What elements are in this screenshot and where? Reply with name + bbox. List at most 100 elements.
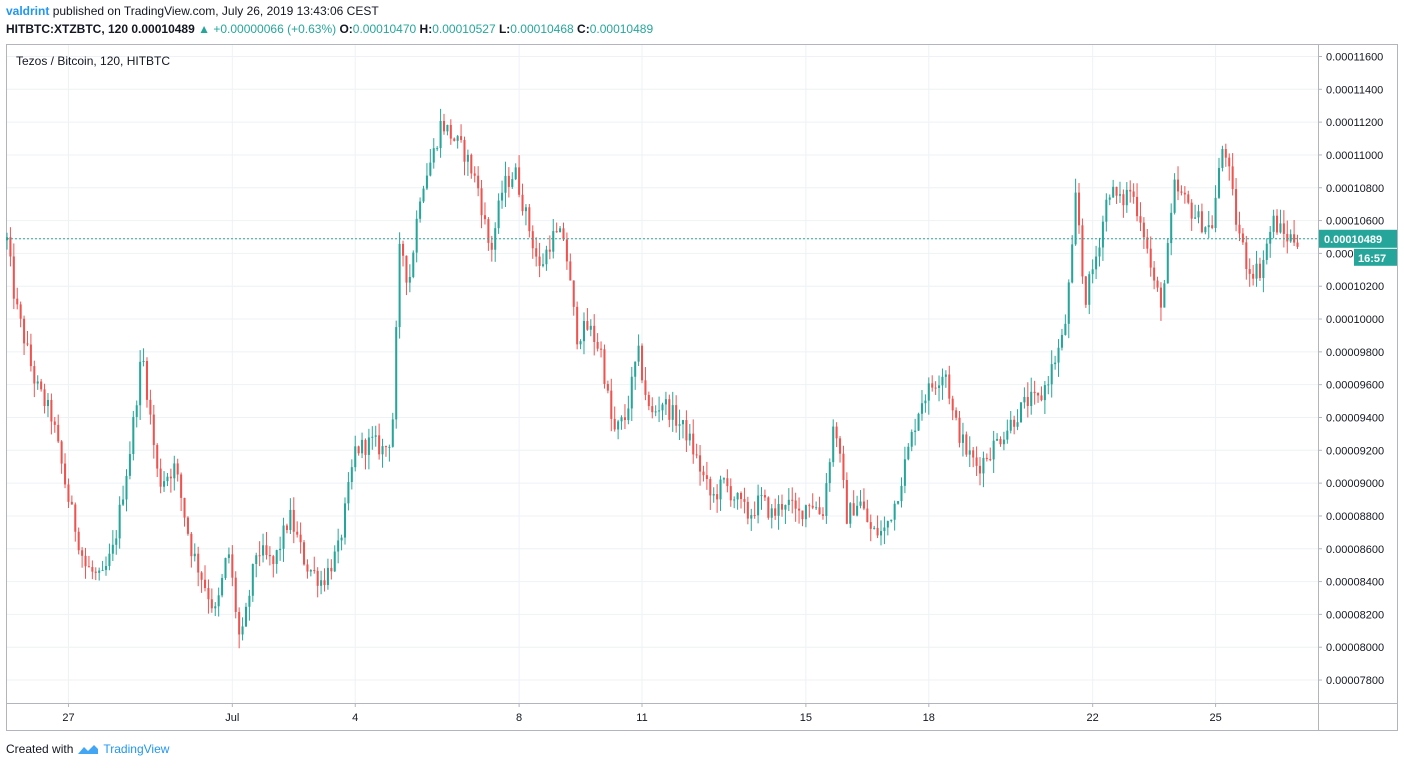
candle-body bbox=[1166, 243, 1169, 284]
author-name[interactable]: valdrint bbox=[6, 4, 50, 18]
candle-body bbox=[337, 540, 340, 552]
footer: Created with TradingView bbox=[6, 742, 169, 756]
candle-body bbox=[709, 479, 712, 496]
candle-body bbox=[87, 566, 90, 568]
candle-body bbox=[777, 504, 780, 516]
candle-body bbox=[1238, 224, 1241, 234]
change-value: +0.00000066 (+0.63%) bbox=[213, 22, 337, 36]
candle-body bbox=[828, 462, 831, 484]
candle-body bbox=[1125, 189, 1128, 206]
candle-body bbox=[238, 611, 241, 635]
candle-body bbox=[33, 366, 36, 384]
candle-body bbox=[606, 383, 609, 391]
candle-body bbox=[917, 413, 920, 431]
x-tick-label: 18 bbox=[923, 712, 935, 724]
price-axis[interactable]: 0.00011600 0.00011400 0.00011200 0.00011000… bbox=[1318, 51, 1384, 687]
candle-body bbox=[1071, 244, 1074, 283]
candle-body bbox=[968, 450, 971, 455]
candle-body bbox=[579, 341, 582, 345]
y-tick-label: 0.00010000 bbox=[1326, 314, 1384, 326]
candle-body bbox=[1043, 385, 1046, 401]
candle-body bbox=[466, 154, 469, 162]
candle-body bbox=[1224, 149, 1227, 158]
candle-body bbox=[596, 341, 599, 349]
candle-body bbox=[111, 544, 114, 554]
candle-body bbox=[695, 454, 698, 456]
candle-body bbox=[101, 569, 104, 571]
candle-body bbox=[156, 445, 159, 469]
candle-body bbox=[862, 501, 865, 509]
candle-body bbox=[128, 454, 131, 476]
candle-body bbox=[661, 404, 664, 411]
candle-body bbox=[234, 577, 237, 612]
candle-body bbox=[1159, 287, 1162, 308]
candle-body bbox=[1156, 280, 1159, 288]
countdown-tag bbox=[1354, 248, 1397, 266]
candle-body bbox=[859, 501, 862, 506]
candle-body bbox=[985, 457, 988, 460]
candle-body bbox=[565, 239, 568, 262]
candle-body bbox=[432, 148, 435, 163]
candle-body bbox=[576, 306, 579, 345]
candle-body bbox=[456, 136, 459, 141]
candle-body bbox=[1245, 242, 1248, 270]
candle-body bbox=[12, 256, 15, 299]
candle-body bbox=[412, 252, 415, 277]
candle-body bbox=[501, 192, 504, 201]
candle-body bbox=[958, 417, 961, 443]
candle-body bbox=[224, 558, 227, 578]
candle-body bbox=[285, 525, 288, 531]
candle-body bbox=[268, 554, 271, 557]
candle-body bbox=[340, 537, 343, 541]
candle-body bbox=[470, 154, 473, 174]
candle-body bbox=[893, 503, 896, 520]
candle-body bbox=[53, 421, 56, 425]
tradingview-brand[interactable]: TradingView bbox=[103, 742, 170, 756]
candle-body bbox=[122, 499, 125, 505]
candle-body bbox=[183, 497, 186, 518]
candle-body bbox=[1077, 192, 1081, 226]
candle-body bbox=[408, 276, 411, 283]
candle-body bbox=[1296, 242, 1299, 247]
candle-body bbox=[115, 538, 118, 545]
candle-body bbox=[760, 495, 763, 497]
candle-body bbox=[1228, 157, 1231, 167]
candle-body bbox=[1289, 234, 1292, 242]
candle-body bbox=[757, 495, 760, 516]
candle-body bbox=[811, 505, 814, 508]
symbol-line: HITBTC:XTZBTC, 120 bbox=[6, 22, 129, 36]
candle-body bbox=[248, 595, 251, 607]
candle-body bbox=[705, 475, 708, 480]
candle-body bbox=[798, 508, 801, 511]
candle-body bbox=[306, 564, 309, 572]
candle-body bbox=[866, 508, 869, 523]
candle-body bbox=[244, 606, 248, 627]
candle-body bbox=[589, 325, 592, 330]
candle-body bbox=[770, 508, 773, 518]
candle-body bbox=[1112, 186, 1115, 198]
candle-body bbox=[992, 440, 995, 460]
candle-body bbox=[166, 476, 169, 482]
y-tick-label: 0.00009400 bbox=[1326, 412, 1384, 424]
candle-body bbox=[999, 438, 1002, 445]
candle-body bbox=[425, 175, 428, 189]
candle-body bbox=[914, 430, 917, 432]
candle-body bbox=[1173, 179, 1176, 213]
y-tick-label: 0.00011600 bbox=[1326, 51, 1383, 63]
candle-body bbox=[545, 249, 548, 265]
open-value: 0.00010470 bbox=[352, 22, 417, 36]
time-axis[interactable]: 27 Jul 4 8 11 15 18 22 25 bbox=[62, 703, 1222, 724]
candle-body bbox=[217, 595, 220, 607]
candle-body bbox=[361, 439, 364, 454]
y-tick-label: 0.00009000 bbox=[1326, 478, 1384, 490]
candles[interactable] bbox=[5, 108, 1299, 649]
candle-body bbox=[67, 484, 70, 502]
y-tick-label: 0.00008200 bbox=[1326, 609, 1384, 621]
candle-body bbox=[163, 481, 166, 487]
candle-body bbox=[1217, 167, 1221, 198]
candle-body bbox=[1016, 422, 1019, 427]
candle-body bbox=[1060, 334, 1063, 348]
candle-body bbox=[975, 457, 978, 466]
candle-body bbox=[299, 534, 302, 543]
